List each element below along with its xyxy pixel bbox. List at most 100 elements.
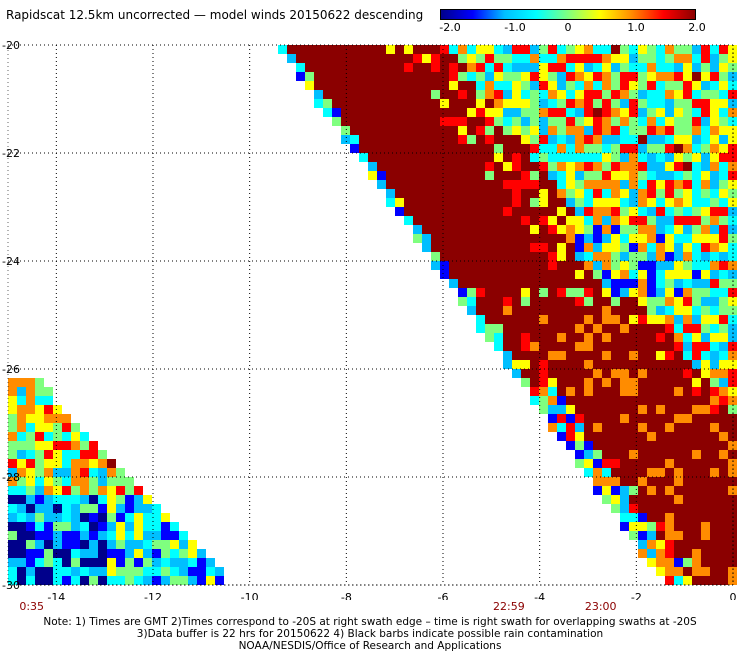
- swath-cell: [377, 117, 386, 126]
- swath-cell: [683, 243, 692, 252]
- swath-cell: [611, 252, 620, 261]
- swath-cell: [494, 252, 503, 261]
- swath-cell: [485, 279, 494, 288]
- swath-cell: [368, 99, 377, 108]
- swath-cell: [368, 45, 377, 54]
- swath-cell: [593, 306, 602, 315]
- swath-cell: [485, 45, 494, 54]
- swath-cell: [521, 306, 530, 315]
- swath-cell: [719, 360, 728, 369]
- swath-cell: [629, 234, 638, 243]
- swath-cell: [170, 549, 179, 558]
- swath-cell: [629, 180, 638, 189]
- swath-cell: [611, 315, 620, 324]
- swath-cell: [179, 576, 188, 585]
- swath-cell: [701, 540, 710, 549]
- swath-cell: [548, 171, 557, 180]
- swath-cell: [377, 45, 386, 54]
- swath-cell: [629, 315, 638, 324]
- swath-cell: [620, 279, 629, 288]
- swath-cell: [683, 324, 692, 333]
- swath-cell: [611, 126, 620, 135]
- swath-cell: [422, 117, 431, 126]
- swath-cell: [323, 45, 332, 54]
- swath-cell: [44, 486, 53, 495]
- swath-cell: [728, 522, 737, 531]
- swath-cell: [71, 504, 80, 513]
- swath-cell: [548, 351, 557, 360]
- swath-cell: [557, 252, 566, 261]
- swath-cell: [611, 225, 620, 234]
- swath-cell: [665, 423, 674, 432]
- swath-cell: [683, 549, 692, 558]
- swath-cell: [683, 153, 692, 162]
- swath-cell: [647, 405, 656, 414]
- swath-cell: [602, 279, 611, 288]
- swath-cell: [125, 513, 134, 522]
- swath-cell: [413, 90, 422, 99]
- swath-cell: [422, 99, 431, 108]
- swath-cell: [530, 90, 539, 99]
- swath-cell: [620, 513, 629, 522]
- swath-cell: [719, 522, 728, 531]
- swath-cell: [413, 117, 422, 126]
- swath-cell: [494, 171, 503, 180]
- swath-cell: [512, 225, 521, 234]
- swath-cell: [647, 90, 656, 99]
- swath-cell: [683, 567, 692, 576]
- swath-cell: [683, 63, 692, 72]
- swath-cell: [566, 162, 575, 171]
- swath-cell: [620, 297, 629, 306]
- swath-cell: [647, 477, 656, 486]
- swath-cell: [368, 63, 377, 72]
- swath-cell: [152, 531, 161, 540]
- swath-cell: [35, 396, 44, 405]
- swath-cell: [692, 234, 701, 243]
- swath-cell: [575, 288, 584, 297]
- swath-cell: [611, 414, 620, 423]
- swath-cell: [593, 171, 602, 180]
- swath-cell: [656, 99, 665, 108]
- swath-cell: [728, 459, 737, 468]
- swath-cell: [314, 99, 323, 108]
- swath-cell: [17, 513, 26, 522]
- swath-cell: [17, 468, 26, 477]
- swath-cell: [593, 63, 602, 72]
- swath-cell: [656, 45, 665, 54]
- swath-cell: [620, 351, 629, 360]
- swath-cell: [161, 576, 170, 585]
- swath-cell: [647, 189, 656, 198]
- swath-cell: [350, 90, 359, 99]
- swath-cell: [44, 468, 53, 477]
- swath-cell: [431, 207, 440, 216]
- swath-cell: [575, 117, 584, 126]
- swath-cell: [449, 72, 458, 81]
- swath-cell: [332, 63, 341, 72]
- swath-cell: [566, 243, 575, 252]
- swath-cell: [611, 207, 620, 216]
- swath-cell: [656, 189, 665, 198]
- swath-cell: [485, 90, 494, 99]
- swath-cell: [683, 477, 692, 486]
- swath-cell: [521, 243, 530, 252]
- swath-cell: [71, 531, 80, 540]
- swath-cell: [710, 216, 719, 225]
- swath-cell: [485, 216, 494, 225]
- swath-cell: [305, 45, 314, 54]
- swath-cell: [377, 144, 386, 153]
- swath-cell: [710, 405, 719, 414]
- swath-cell: [440, 180, 449, 189]
- swath-cell: [620, 288, 629, 297]
- swath-cell: [647, 504, 656, 513]
- swath-cell: [143, 495, 152, 504]
- swath-cell: [80, 540, 89, 549]
- swath-cell: [44, 522, 53, 531]
- swath-cell: [683, 225, 692, 234]
- swath-cell: [638, 198, 647, 207]
- swath-cell: [593, 135, 602, 144]
- swath-cell: [368, 90, 377, 99]
- swath-cell: [116, 567, 125, 576]
- swath-cell: [620, 189, 629, 198]
- swath-cell: [494, 117, 503, 126]
- swath-cell: [530, 261, 539, 270]
